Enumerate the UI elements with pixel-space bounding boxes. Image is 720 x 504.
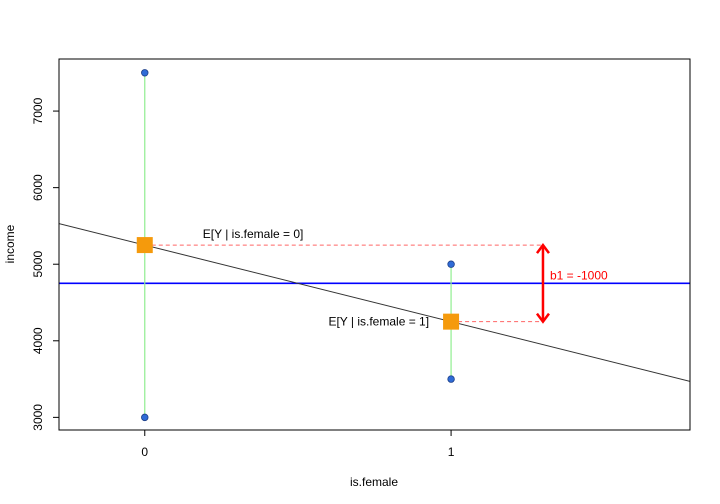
y-tick-label: 5000	[31, 251, 45, 278]
y-axis-label: income	[3, 224, 17, 263]
data-point	[447, 260, 455, 268]
group-mean-marker	[443, 313, 460, 330]
group-mean-marker	[136, 237, 153, 254]
x-axis-label: is.female	[350, 475, 398, 489]
plot-frame	[58, 58, 691, 431]
regression-line	[59, 223, 690, 382]
b1-annotation: b1 = -1000	[550, 268, 608, 282]
b1-arrowhead-top	[535, 242, 550, 254]
data-layer	[59, 69, 690, 422]
x-tick-label: 1	[448, 445, 455, 459]
x-tick-label: 0	[141, 445, 148, 459]
mean0-annotation: E[Y | is.female = 0]	[203, 227, 304, 241]
data-point	[141, 69, 149, 77]
y-tick-label: 4000	[31, 327, 45, 354]
data-point	[447, 375, 455, 383]
b1-arrowhead-bottom	[535, 312, 550, 324]
data-point	[141, 413, 149, 422]
axes: 0 1 3000 4000 5000 6000 7000	[31, 97, 455, 459]
mean1-annotation: E[Y | is.female = 1]	[328, 315, 429, 329]
y-tick-label: 6000	[31, 174, 45, 201]
annotation-layer: E[Y | is.female = 0] E[Y | is.female = 1]…	[203, 227, 608, 329]
y-tick-label: 7000	[31, 97, 45, 124]
y-tick-label: 3000	[31, 404, 45, 431]
